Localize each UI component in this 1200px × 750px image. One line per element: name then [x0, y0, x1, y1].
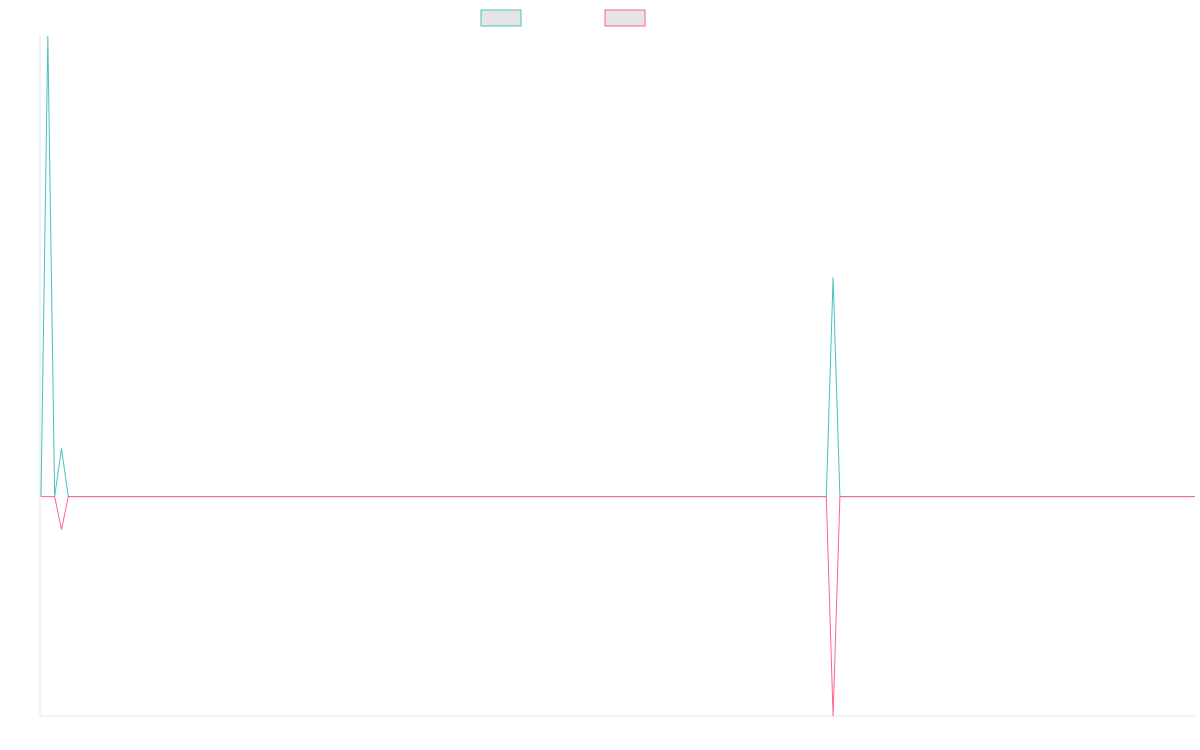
series-line-2[interactable]: [41, 496, 1195, 717]
legend-swatch-series-b[interactable]: [604, 9, 646, 27]
series-line-1[interactable]: [40, 35, 1195, 498]
series-group: [40, 35, 1195, 717]
legend: [480, 9, 646, 27]
legend-swatch-series-a[interactable]: [480, 9, 522, 27]
